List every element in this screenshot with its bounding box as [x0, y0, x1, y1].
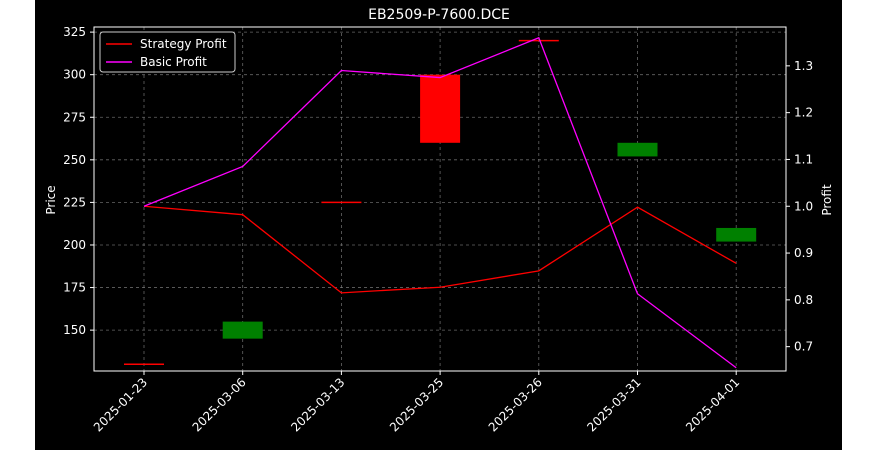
- line-layer: [143, 36, 737, 369]
- y-tick-label-left: 300: [63, 68, 86, 82]
- legend-box: [99, 31, 236, 73]
- y-axis-label-right: Profit: [820, 184, 834, 216]
- y-tick-label-right: 0.8: [794, 293, 813, 307]
- y-tick-label-left: 325: [63, 25, 86, 39]
- y-tick-label-left: 275: [63, 110, 86, 124]
- candle-layer: [124, 39, 757, 365]
- y-tick-label-right: 1.1: [794, 152, 813, 166]
- candle-2025-03-25: [420, 74, 461, 143]
- legend: Strategy Profit Basic Profit: [99, 31, 236, 73]
- grid-layer: [94, 27, 786, 371]
- candle-2025-04-01: [716, 227, 757, 242]
- series-line-basic-profit: [143, 36, 737, 369]
- y-tick-label-right: 1.2: [794, 106, 813, 120]
- y-tick-label-left: 250: [63, 153, 86, 167]
- series-line-strategy-profit: [143, 205, 737, 294]
- candle-2025-03-06: [222, 321, 263, 339]
- y-tick-label-left: 150: [63, 323, 86, 337]
- y-tick-label-right: 0.9: [794, 246, 813, 260]
- y-axis-label-left: Price: [44, 185, 58, 214]
- y-tick-label-left: 200: [63, 238, 86, 252]
- chart-title: EB2509-P-7600.DCE: [368, 7, 510, 23]
- y-tick-label-right: 1.3: [794, 59, 813, 73]
- legend-label: Basic Profit: [140, 55, 207, 69]
- y-tick-label-right: 1.0: [794, 199, 813, 213]
- y-tick-label-left: 175: [63, 281, 86, 295]
- y-tick-label-left: 225: [63, 195, 86, 209]
- y-tick-label-right: 0.7: [794, 340, 813, 354]
- candle-2025-03-31: [617, 142, 658, 157]
- legend-label: Strategy Profit: [140, 37, 227, 51]
